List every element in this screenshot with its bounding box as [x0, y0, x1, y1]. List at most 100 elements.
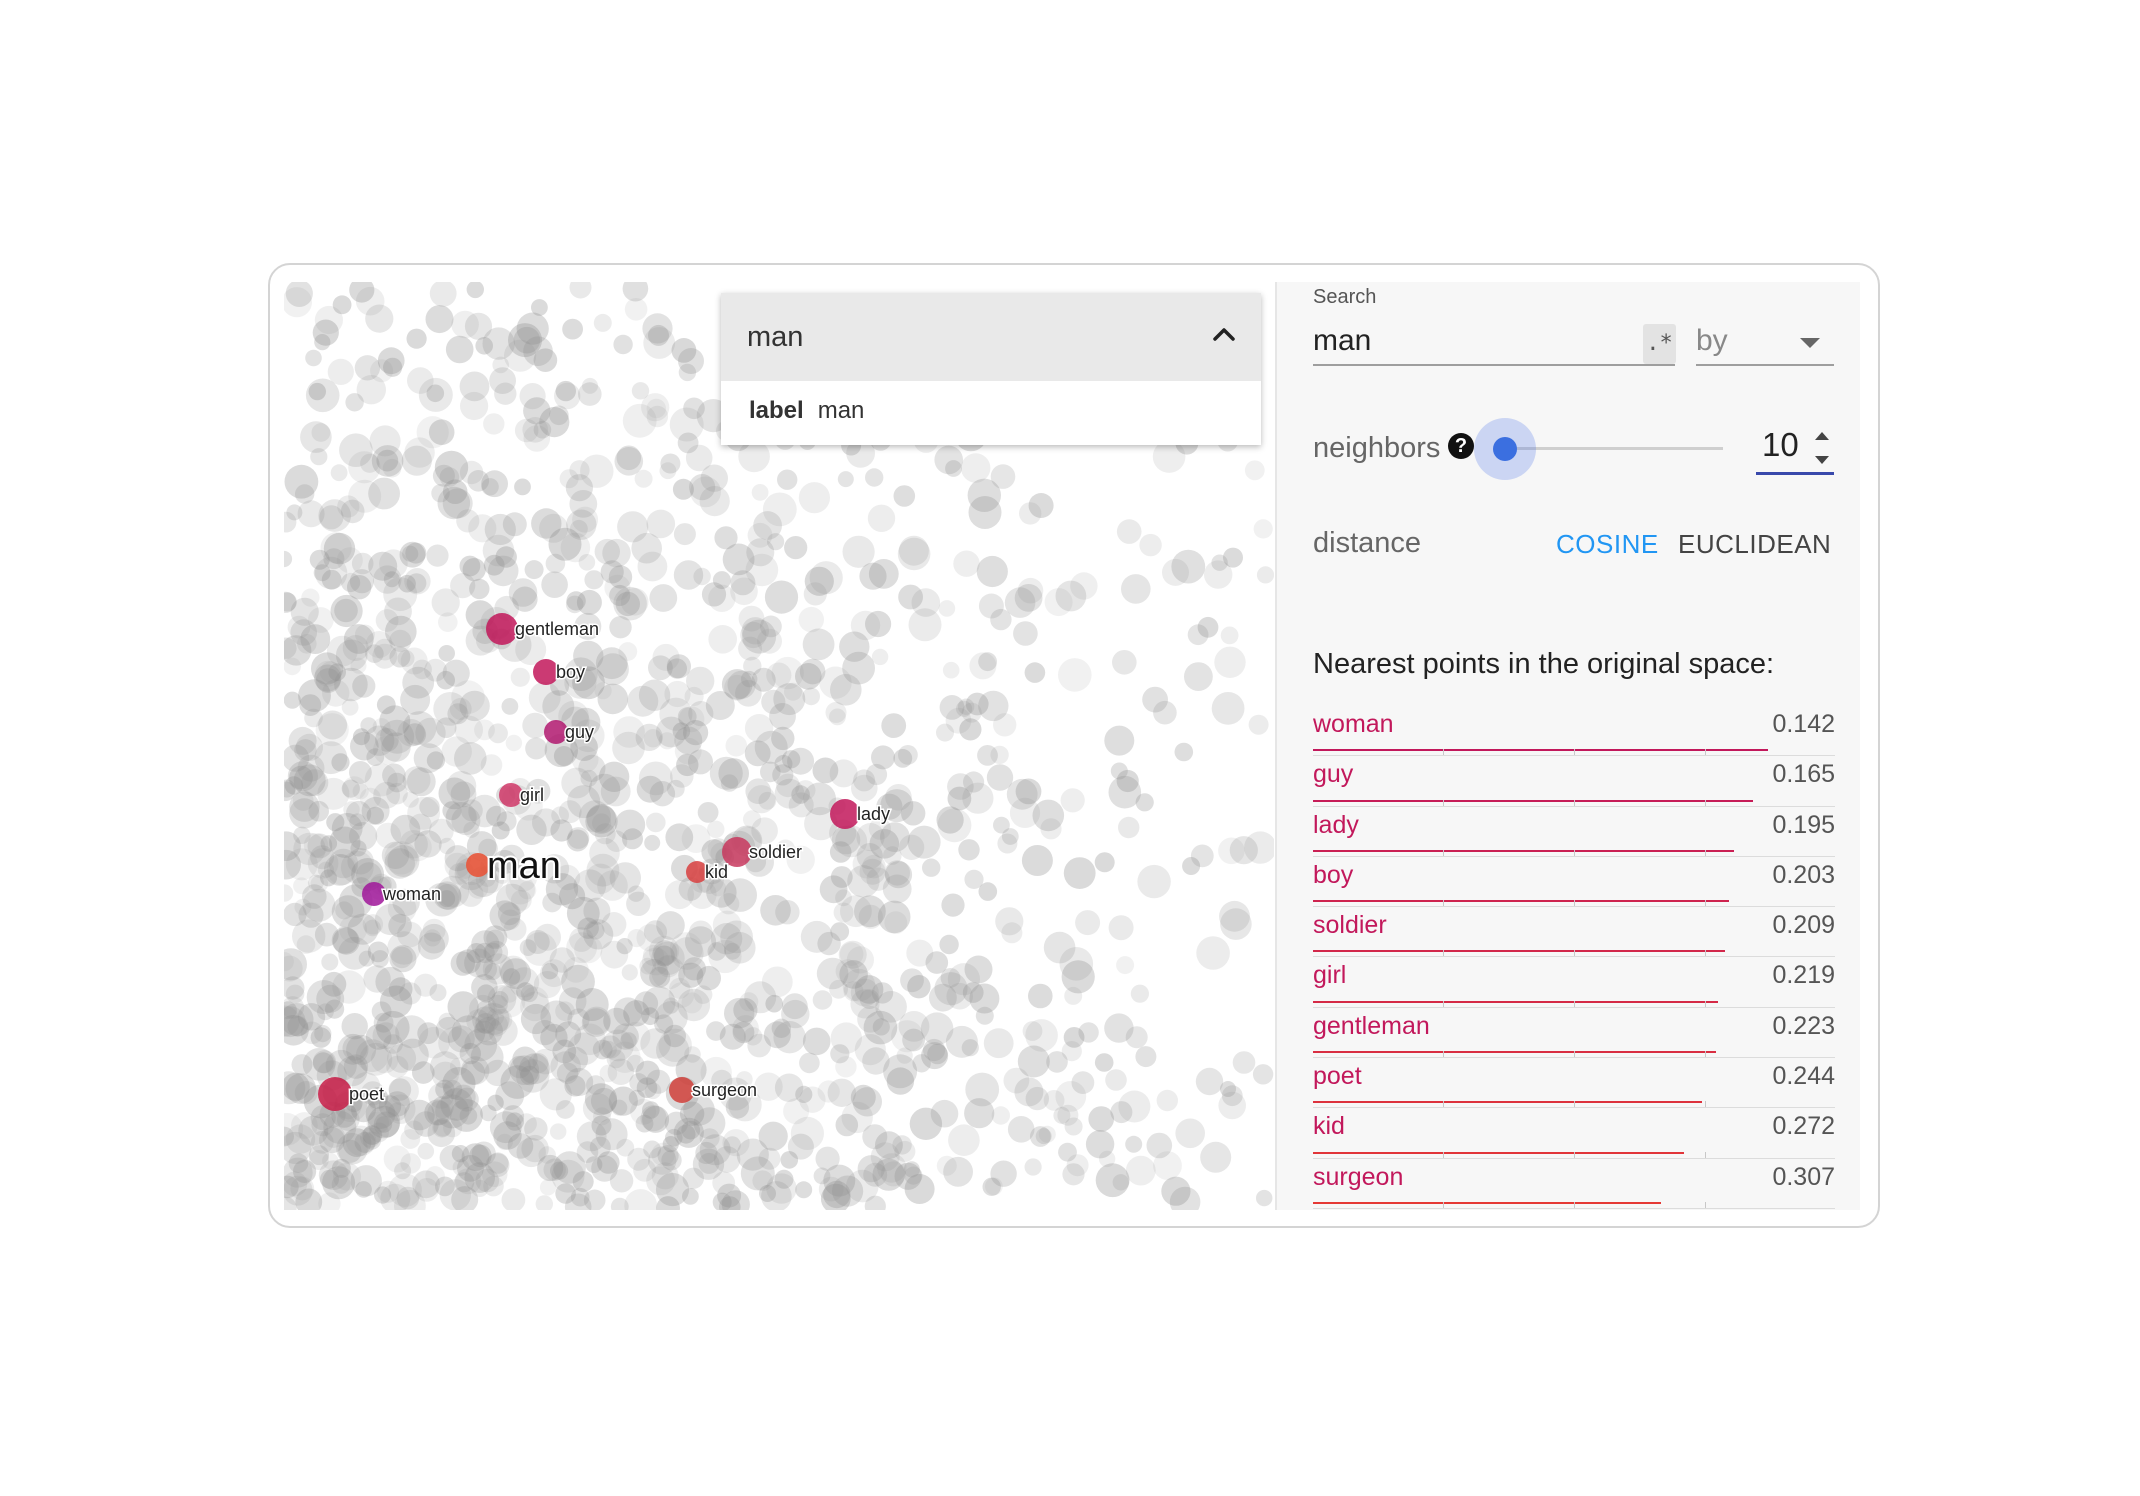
- embedding-point[interactable]: [500, 909, 521, 930]
- embedding-point[interactable]: [1040, 818, 1062, 840]
- embedding-point[interactable]: [322, 1125, 346, 1148]
- embedding-point[interactable]: [1001, 828, 1019, 845]
- embedding-point[interactable]: [355, 1039, 389, 1073]
- embedding-point[interactable]: [394, 1190, 426, 1210]
- embedding-point[interactable]: [471, 974, 498, 1001]
- embedding-point[interactable]: [942, 661, 960, 679]
- embedding-point[interactable]: [589, 837, 620, 869]
- embedding-point[interactable]: [402, 711, 437, 745]
- embedding-point[interactable]: [898, 584, 923, 610]
- embedding-point[interactable]: [458, 881, 484, 907]
- embedding-point[interactable]: [1116, 956, 1135, 975]
- embedding-point[interactable]: [567, 785, 601, 819]
- embedding-point[interactable]: [426, 384, 445, 403]
- embedding-point[interactable]: [468, 878, 489, 899]
- embedding-point[interactable]: [430, 1051, 461, 1082]
- embedding-point[interactable]: [284, 1071, 306, 1105]
- embedding-point[interactable]: [294, 1081, 318, 1105]
- embedding-point[interactable]: [349, 822, 378, 851]
- embedding-point[interactable]: [578, 554, 596, 571]
- embedding-point[interactable]: [651, 941, 685, 975]
- embedding-point[interactable]: [312, 319, 339, 346]
- embedding-point[interactable]: [307, 607, 334, 633]
- embedding-point[interactable]: [1063, 857, 1096, 889]
- embedding-point[interactable]: [351, 1097, 376, 1123]
- embedding-point[interactable]: [1116, 769, 1139, 793]
- embedding-point[interactable]: [781, 999, 810, 1029]
- spin-up-icon[interactable]: [1815, 432, 1829, 440]
- embedding-point[interactable]: [795, 1085, 813, 1103]
- embedding-point[interactable]: [401, 445, 432, 476]
- embedding-point[interactable]: [627, 929, 646, 948]
- embedding-point[interactable]: [342, 635, 369, 661]
- embedding-point[interactable]: [898, 745, 918, 765]
- embedding-point[interactable]: [373, 735, 403, 765]
- embedding-point[interactable]: [348, 451, 381, 484]
- embedding-point[interactable]: [449, 1098, 483, 1132]
- embedding-point[interactable]: [371, 1045, 399, 1074]
- embedding-point[interactable]: [359, 787, 381, 809]
- embedding-point[interactable]: [505, 1112, 524, 1131]
- embedding-point[interactable]: [368, 551, 398, 581]
- embedding-point[interactable]: [871, 745, 895, 770]
- embedding-point[interactable]: [747, 1033, 771, 1058]
- embedding-point[interactable]: [349, 569, 374, 594]
- embedding-point[interactable]: [854, 1034, 886, 1066]
- embedding-point[interactable]: [289, 798, 320, 829]
- embedding-point[interactable]: [571, 707, 601, 737]
- embedding-point[interactable]: [830, 674, 862, 706]
- embedding-point[interactable]: [442, 1067, 476, 1101]
- embedding-point[interactable]: [397, 921, 423, 948]
- embedding-point[interactable]: [823, 1180, 851, 1209]
- embedding-point[interactable]: [467, 470, 490, 492]
- embedding-point[interactable]: [284, 1072, 310, 1101]
- embedding-point[interactable]: [424, 1099, 451, 1126]
- embedding-point[interactable]: [961, 453, 991, 483]
- embedding-point[interactable]: [804, 566, 834, 596]
- embedding-point[interactable]: [682, 1188, 699, 1205]
- embedding-point[interactable]: [865, 468, 884, 487]
- embedding-point[interactable]: [964, 1098, 995, 1129]
- embedding-point[interactable]: [475, 337, 493, 355]
- embedding-point[interactable]: [483, 1175, 504, 1197]
- embedding-point[interactable]: [284, 1175, 313, 1206]
- embedding-point[interactable]: [310, 1130, 334, 1154]
- embedding-point[interactable]: [635, 1114, 654, 1133]
- embedding-point[interactable]: [287, 1015, 309, 1037]
- embedding-point[interactable]: [723, 878, 757, 912]
- embedding-point[interactable]: [312, 1052, 334, 1074]
- embedding-point[interactable]: [508, 1055, 531, 1079]
- embedding-point[interactable]: [830, 866, 853, 888]
- embedding-point[interactable]: [508, 578, 538, 607]
- embedding-point[interactable]: [551, 806, 569, 825]
- embedding-point[interactable]: [295, 484, 315, 504]
- embedding-point[interactable]: [1024, 662, 1046, 683]
- embedding-point[interactable]: [586, 804, 617, 834]
- embedding-point[interactable]: [414, 1178, 439, 1202]
- embedding-point[interactable]: [413, 743, 444, 773]
- embedding-point[interactable]: [774, 778, 805, 809]
- embedding-point[interactable]: [497, 902, 521, 926]
- embedding-point[interactable]: [707, 820, 725, 838]
- embedding-point[interactable]: [570, 733, 598, 761]
- embedding-point[interactable]: [588, 773, 621, 806]
- embedding-point[interactable]: [1142, 686, 1168, 713]
- nearest-word[interactable]: surgeon: [1313, 1162, 1404, 1191]
- embedding-point[interactable]: [473, 1020, 495, 1042]
- embedding-point[interactable]: [384, 1091, 410, 1117]
- embedding-point[interactable]: [371, 1001, 392, 1022]
- embedding-point[interactable]: [337, 1033, 369, 1065]
- embedding-point[interactable]: [583, 897, 611, 925]
- embedding-point[interactable]: [751, 817, 778, 844]
- neighbor-point-poet[interactable]: [318, 1077, 352, 1111]
- embedding-point[interactable]: [379, 985, 413, 1018]
- embedding-point[interactable]: [475, 958, 497, 981]
- embedding-point[interactable]: [724, 674, 750, 701]
- embedding-point[interactable]: [1004, 587, 1036, 618]
- embedding-point[interactable]: [462, 558, 486, 582]
- embedding-point[interactable]: [767, 533, 785, 551]
- embedding-point[interactable]: [433, 881, 462, 910]
- embedding-point[interactable]: [496, 811, 517, 832]
- embedding-point[interactable]: [436, 670, 455, 690]
- embedding-point[interactable]: [571, 746, 599, 773]
